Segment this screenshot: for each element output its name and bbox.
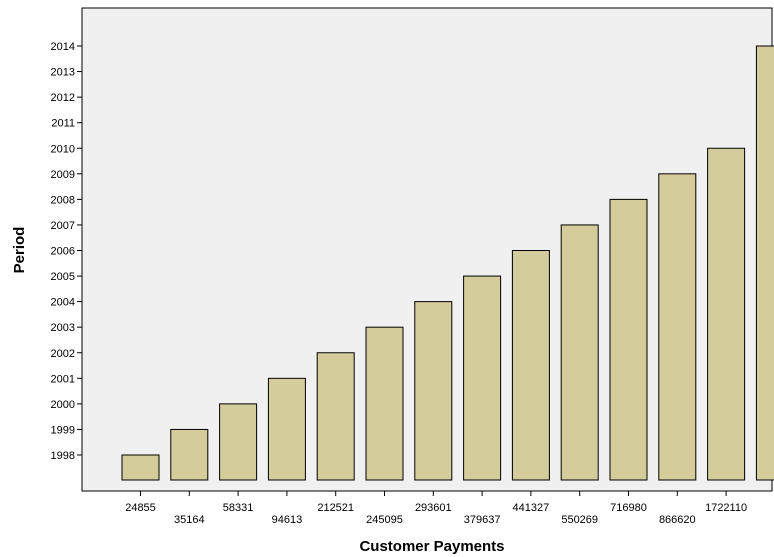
y-axis: 1998 1999 2000 2001 2002 2003 2004 2005 2006 2007… [51,41,82,462]
bar [414,301,453,481]
x-tick-label: 35164 [174,514,205,526]
y-tick-label: 2001 [51,373,75,385]
y-axis-title: Period [11,227,28,274]
bar [609,198,648,481]
bar [316,352,355,481]
bar [560,224,599,481]
y-tick-label: 2009 [51,169,75,181]
bar [755,45,774,481]
y-tick-label: 1998 [51,450,75,462]
x-axis-title: Customer Payments [359,538,504,555]
x-tick-label: 550269 [561,514,598,526]
bar [463,275,502,481]
y-tick-label: 2012 [51,92,75,104]
bars [121,45,774,481]
y-tick-label: 2003 [51,322,75,334]
x-tick-label: 212521 [317,502,354,514]
y-tick-label: 2007 [51,220,75,232]
bar [658,173,697,481]
x-tick-label: 293601 [415,502,452,514]
y-tick-label: 1999 [51,424,75,436]
x-tick-label: 24855 [125,502,156,514]
x-tick-label: 441327 [513,502,550,514]
bar [170,428,209,481]
y-tick-label: 2006 [51,246,75,258]
x-axis: 24855 35164 58331 94613 212521 245095 293601 37… [125,491,747,526]
y-tick-label: 2008 [51,194,75,206]
x-tick-label: 1722110 [705,502,747,514]
x-tick-label: 716980 [610,502,647,514]
bar [511,250,550,481]
x-tick-label: 379637 [464,514,501,526]
y-tick-label: 2014 [51,41,75,53]
y-tick-label: 2004 [51,297,75,309]
x-tick-label: 866620 [659,514,696,526]
bar [267,377,306,481]
bar [219,403,258,481]
x-tick-label: 58331 [223,502,254,514]
bar [365,326,404,481]
y-tick-label: 2005 [51,271,75,283]
y-tick-label: 2011 [51,118,75,130]
bar [707,147,746,481]
y-tick-label: 2002 [51,348,75,360]
x-tick-label: 94613 [272,514,303,526]
y-tick-label: 2000 [51,399,75,411]
y-tick-label: 2013 [51,67,75,79]
bar [121,454,160,481]
y-tick-label: 2010 [51,143,75,155]
x-tick-label: 245095 [366,514,403,526]
